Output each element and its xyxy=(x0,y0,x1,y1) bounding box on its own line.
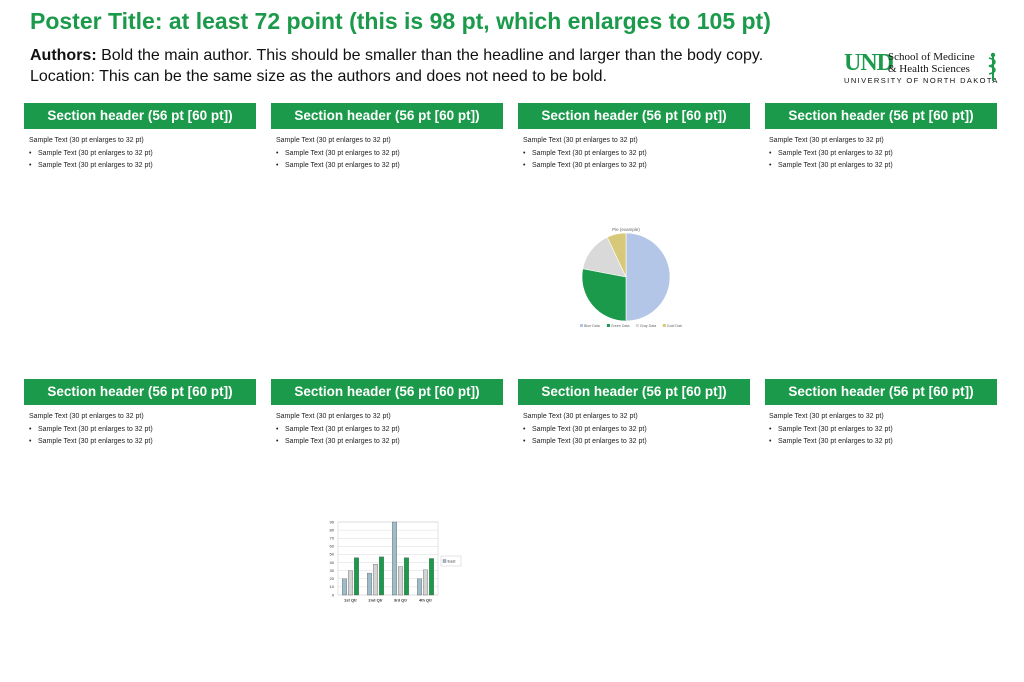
logo-school-line-2: & Health Sciences xyxy=(888,63,970,75)
bar-x-tick-label: 3rd Qtr xyxy=(394,598,408,603)
section-bullet: Sample Text (30 pt enlarges to 32 pt) xyxy=(276,424,501,437)
bar-y-tick-label: 30 xyxy=(330,568,335,573)
section-bullet: Sample Text (30 pt enlarges to 32 pt) xyxy=(769,148,994,161)
section-body-7: Sample Text (30 pt enlarges to 32 pt) Sa… xyxy=(523,411,748,449)
section-text: Sample Text (30 pt enlarges to 32 pt) xyxy=(769,137,884,144)
section-bullet: Sample Text (30 pt enlarges to 32 pt) xyxy=(29,436,254,449)
section-body-3: Sample Text (30 pt enlarges to 32 pt) Sa… xyxy=(523,135,748,173)
bar-y-tick-label: 20 xyxy=(330,576,335,581)
section-bullet: Sample Text (30 pt enlarges to 32 pt) xyxy=(29,160,254,173)
poster-title: Poster Title: at least 72 point (this is… xyxy=(30,8,771,34)
section-header-3: Section header (56 pt [60 pt]) xyxy=(518,103,750,129)
bar-legend-swatch xyxy=(442,559,447,563)
bar-0-0 xyxy=(342,578,347,596)
section-bullet: Sample Text (30 pt enlarges to 32 pt) xyxy=(769,160,994,173)
section-text: Sample Text (30 pt enlarges to 32 pt) xyxy=(276,137,391,144)
section-text: Sample Text (30 pt enlarges to 32 pt) xyxy=(523,137,638,144)
pie-legend-label: Blue Data xyxy=(584,324,600,328)
section-header-4: Section header (56 pt [60 pt]) xyxy=(765,103,997,129)
authors-line: Authors: Bold the main author. This shou… xyxy=(30,47,763,65)
pie-legend-swatch xyxy=(606,324,610,327)
bar-y-tick-label: 10 xyxy=(330,584,335,589)
pie-slice-gold-data xyxy=(606,232,627,278)
section-bullet: Sample Text (30 pt enlarges to 32 pt) xyxy=(276,160,501,173)
bar-1-2 xyxy=(379,556,384,596)
section-body-2: Sample Text (30 pt enlarges to 32 pt) Sa… xyxy=(276,135,501,173)
bar-3-2 xyxy=(429,558,434,596)
logo-und-wordmark: UND xyxy=(844,50,894,76)
pie-legend-swatch xyxy=(635,324,639,327)
pie-legend-label: Gray Data xyxy=(640,324,656,328)
pie-slice-blue-data xyxy=(625,232,671,322)
bar-y-tick-label: 50 xyxy=(330,552,335,557)
section-bullet: Sample Text (30 pt enlarges to 32 pt) xyxy=(769,424,994,437)
section-header-6: Section header (56 pt [60 pt]) xyxy=(271,379,503,405)
section-body-1: Sample Text (30 pt enlarges to 32 pt) Sa… xyxy=(29,135,254,173)
bar-legend-box xyxy=(440,555,462,567)
pie-legend-swatch xyxy=(662,324,666,327)
section-text: Sample Text (30 pt enlarges to 32 pt) xyxy=(769,413,884,420)
section-bullet: Sample Text (30 pt enlarges to 32 pt) xyxy=(29,424,254,437)
bar-1-1 xyxy=(373,564,378,596)
section-text: Sample Text (30 pt enlarges to 32 pt) xyxy=(29,137,144,144)
logo-school-name: School of Medicine & Health Sciences xyxy=(888,51,975,75)
bar-2-2 xyxy=(404,557,409,596)
bar-y-tick-label: 80 xyxy=(330,527,335,532)
section-bullet: Sample Text (30 pt enlarges to 32 pt) xyxy=(523,148,748,161)
bar-y-tick-label: 40 xyxy=(330,560,335,565)
section-text: Sample Text (30 pt enlarges to 32 pt) xyxy=(523,413,638,420)
section-body-8: Sample Text (30 pt enlarges to 32 pt) Sa… xyxy=(769,411,994,449)
section-text: Sample Text (30 pt enlarges to 32 pt) xyxy=(276,413,391,420)
bar-x-tick-label: 2nd Qtr xyxy=(368,598,383,603)
bar-0-2 xyxy=(354,557,359,596)
section-bullet: Sample Text (30 pt enlarges to 32 pt) xyxy=(523,160,748,173)
caduceus-icon xyxy=(988,52,996,81)
pie-title: Pie (example) xyxy=(612,227,640,232)
section-header-1: Section header (56 pt [60 pt]) xyxy=(24,103,256,129)
section-header-7: Section header (56 pt [60 pt]) xyxy=(518,379,750,405)
bar-x-tick-label: 1st Qtr xyxy=(344,598,357,603)
section-body-6: Sample Text (30 pt enlarges to 32 pt) Sa… xyxy=(276,411,501,449)
section-bullet: Sample Text (30 pt enlarges to 32 pt) xyxy=(769,436,994,449)
section-bullet: Sample Text (30 pt enlarges to 32 pt) xyxy=(523,424,748,437)
bar-3-0 xyxy=(417,578,422,596)
bar-y-tick-label: 0 xyxy=(332,592,335,597)
section-bullet: Sample Text (30 pt enlarges to 32 pt) xyxy=(29,148,254,161)
logo-university-name: UNIVERSITY OF NORTH DAKOTA xyxy=(844,76,999,85)
bar-plot-area xyxy=(337,521,439,596)
bar-0-1 xyxy=(348,570,353,596)
bar-chart: 0 10 20 30 40 50 60 70 80 90 1st Qtr 2nd Qtr 3rd Qtr… xyxy=(330,519,462,603)
section-header-2: Section header (56 pt [60 pt]) xyxy=(271,103,503,129)
bar-legend-label: East xyxy=(448,559,457,564)
logo-school-line-1: School of Medicine xyxy=(888,51,975,63)
section-bullet: Sample Text (30 pt enlarges to 32 pt) xyxy=(276,148,501,161)
section-body-5: Sample Text (30 pt enlarges to 32 pt) Sa… xyxy=(29,411,254,449)
location-line: Location: This can be the same size as t… xyxy=(30,68,607,85)
pie-slice-green-data xyxy=(581,268,627,322)
pie-chart: Pie (example) Blue Data Green Data Gray Da… xyxy=(580,227,682,328)
section-bullet: Sample Text (30 pt enlarges to 32 pt) xyxy=(276,436,501,449)
bar-2-0 xyxy=(392,521,397,596)
pie-legend-label: Gold Data xyxy=(667,324,682,328)
bar-x-tick-label: 4th Qtr xyxy=(419,598,433,603)
pie-legend-label: Green Data xyxy=(611,324,630,328)
bar-y-tick-label: 70 xyxy=(330,536,335,541)
bar-3-1 xyxy=(423,569,428,596)
section-bullet: Sample Text (30 pt enlarges to 32 pt) xyxy=(523,436,748,449)
section-text: Sample Text (30 pt enlarges to 32 pt) xyxy=(29,413,144,420)
authors-text: Bold the main author. This should be sma… xyxy=(96,47,764,64)
pie-legend-swatch xyxy=(580,324,583,327)
und-logo: UND School of Medicine & Health Sciences… xyxy=(842,48,1002,88)
section-header-8: Section header (56 pt [60 pt]) xyxy=(765,379,997,405)
bar-1-0 xyxy=(367,572,372,596)
authors-label: Authors: xyxy=(30,47,97,64)
bar-y-tick-label: 60 xyxy=(330,544,335,549)
bar-2-1 xyxy=(398,566,403,596)
section-body-4: Sample Text (30 pt enlarges to 32 pt) Sa… xyxy=(769,135,994,173)
section-header-5: Section header (56 pt [60 pt]) xyxy=(24,379,256,405)
bar-y-tick-label: 90 xyxy=(330,519,335,524)
